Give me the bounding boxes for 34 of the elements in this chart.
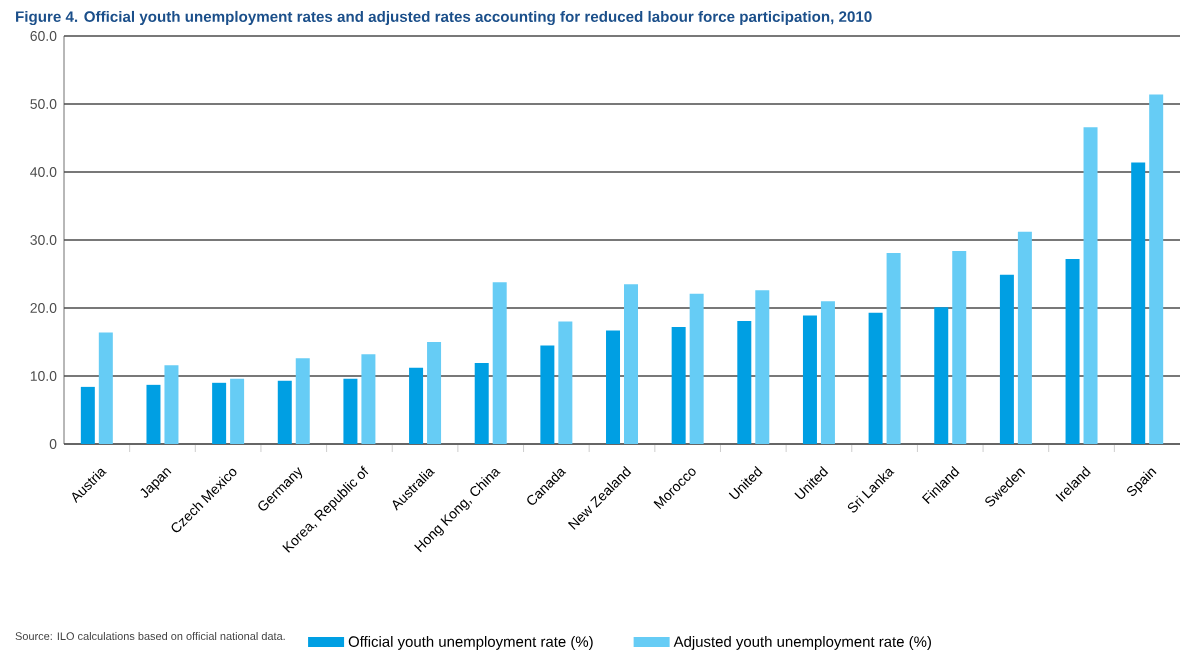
- bar: [361, 354, 376, 444]
- bar: [886, 252, 901, 444]
- bar: [427, 342, 442, 444]
- bar: [212, 382, 227, 444]
- bar: [606, 330, 621, 444]
- bar: [98, 332, 113, 444]
- bar: [934, 307, 949, 444]
- bar: [474, 363, 489, 444]
- bar: [230, 378, 245, 444]
- bar: [1149, 94, 1164, 444]
- bar: [1065, 259, 1080, 444]
- bar: [409, 367, 424, 444]
- bar: [755, 290, 770, 444]
- bar: [802, 315, 817, 444]
- bar: [492, 282, 507, 444]
- bar: [1131, 162, 1146, 444]
- bar: [540, 345, 555, 444]
- bar: [624, 284, 638, 444]
- bar: [277, 380, 292, 444]
- bar: [343, 378, 358, 444]
- bar: [689, 293, 704, 444]
- bar: [999, 274, 1014, 444]
- bar: [558, 321, 573, 444]
- bar: [737, 320, 752, 444]
- bar: [164, 365, 179, 444]
- bar: [671, 327, 686, 444]
- bar: [146, 384, 161, 444]
- bar: [952, 250, 967, 444]
- bar: [820, 301, 835, 444]
- bar: [295, 358, 310, 444]
- bar: [1017, 231, 1032, 444]
- bar: [868, 312, 883, 444]
- bar: [80, 386, 95, 444]
- bar: [1083, 127, 1098, 444]
